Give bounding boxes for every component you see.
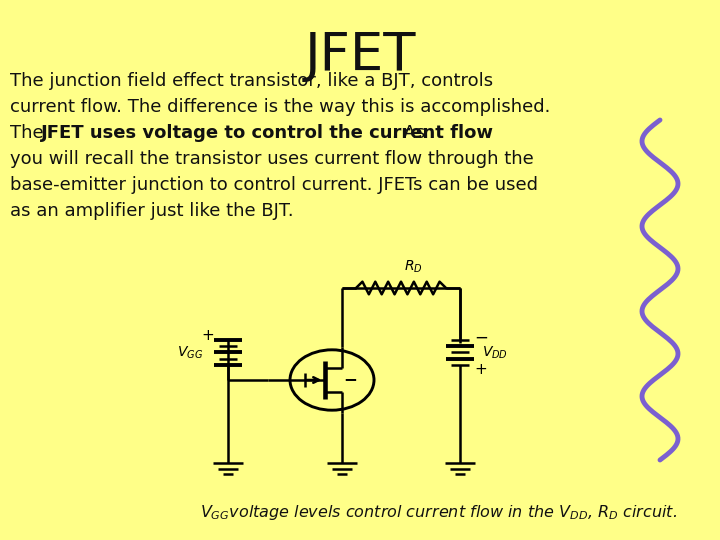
Text: The junction field effect transistor, like a BJT, controls: The junction field effect transistor, li…	[10, 72, 493, 90]
Text: +: +	[202, 328, 215, 343]
Text: +: +	[474, 362, 487, 377]
Text: JFET: JFET	[305, 30, 415, 82]
Text: −: −	[474, 328, 487, 347]
Text: as an amplifier just like the BJT.: as an amplifier just like the BJT.	[10, 202, 294, 220]
Text: $R_D$: $R_D$	[404, 259, 423, 275]
Text: current flow. The difference is the way this is accomplished.: current flow. The difference is the way …	[10, 98, 550, 116]
Text: $\mathit{V_{GG}}$voltage levels control current flow in the $\mathit{V_{DD}}$, $: $\mathit{V_{GG}}$voltage levels control …	[200, 503, 677, 522]
Text: you will recall the transistor uses current flow through the: you will recall the transistor uses curr…	[10, 150, 534, 168]
Text: . As: . As	[392, 124, 426, 142]
Text: JFET uses voltage to control the current flow: JFET uses voltage to control the current…	[41, 124, 494, 142]
Text: $V_{GG}$: $V_{GG}$	[177, 344, 203, 361]
Text: −: −	[343, 369, 357, 388]
Text: The: The	[10, 124, 50, 142]
Text: $V_{DD}$: $V_{DD}$	[482, 344, 508, 361]
Text: base-emitter junction to control current. JFETs can be used: base-emitter junction to control current…	[10, 176, 538, 194]
